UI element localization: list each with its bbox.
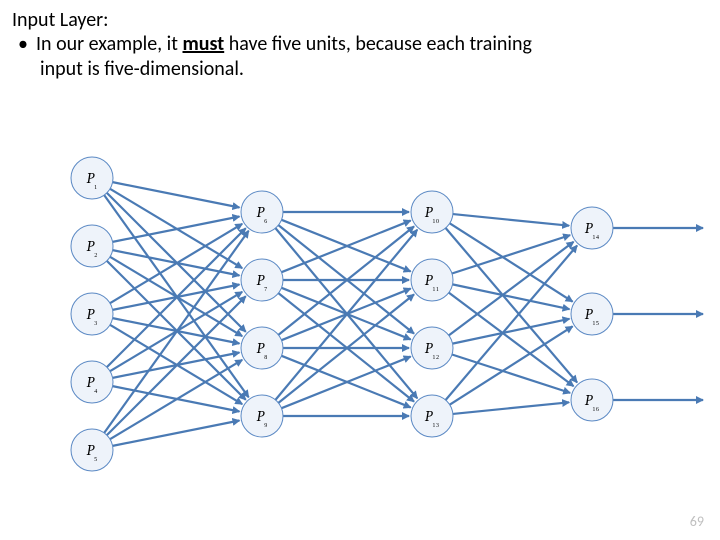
- page-number: 69: [690, 513, 704, 530]
- edge: [110, 224, 242, 303]
- edge: [107, 228, 246, 367]
- neural-network-diagram: P₁P₂P₃P₄P₅P₆P₇P₈P₉P₁₀P₁₁P₁₂P₁₃P₁₄P₁₅P₁₆: [0, 0, 720, 540]
- edge: [452, 235, 570, 273]
- edge: [110, 360, 242, 439]
- edge: [113, 421, 240, 446]
- edge: [452, 354, 570, 392]
- edge: [453, 214, 569, 226]
- edge: [453, 402, 569, 414]
- edge: [113, 182, 240, 207]
